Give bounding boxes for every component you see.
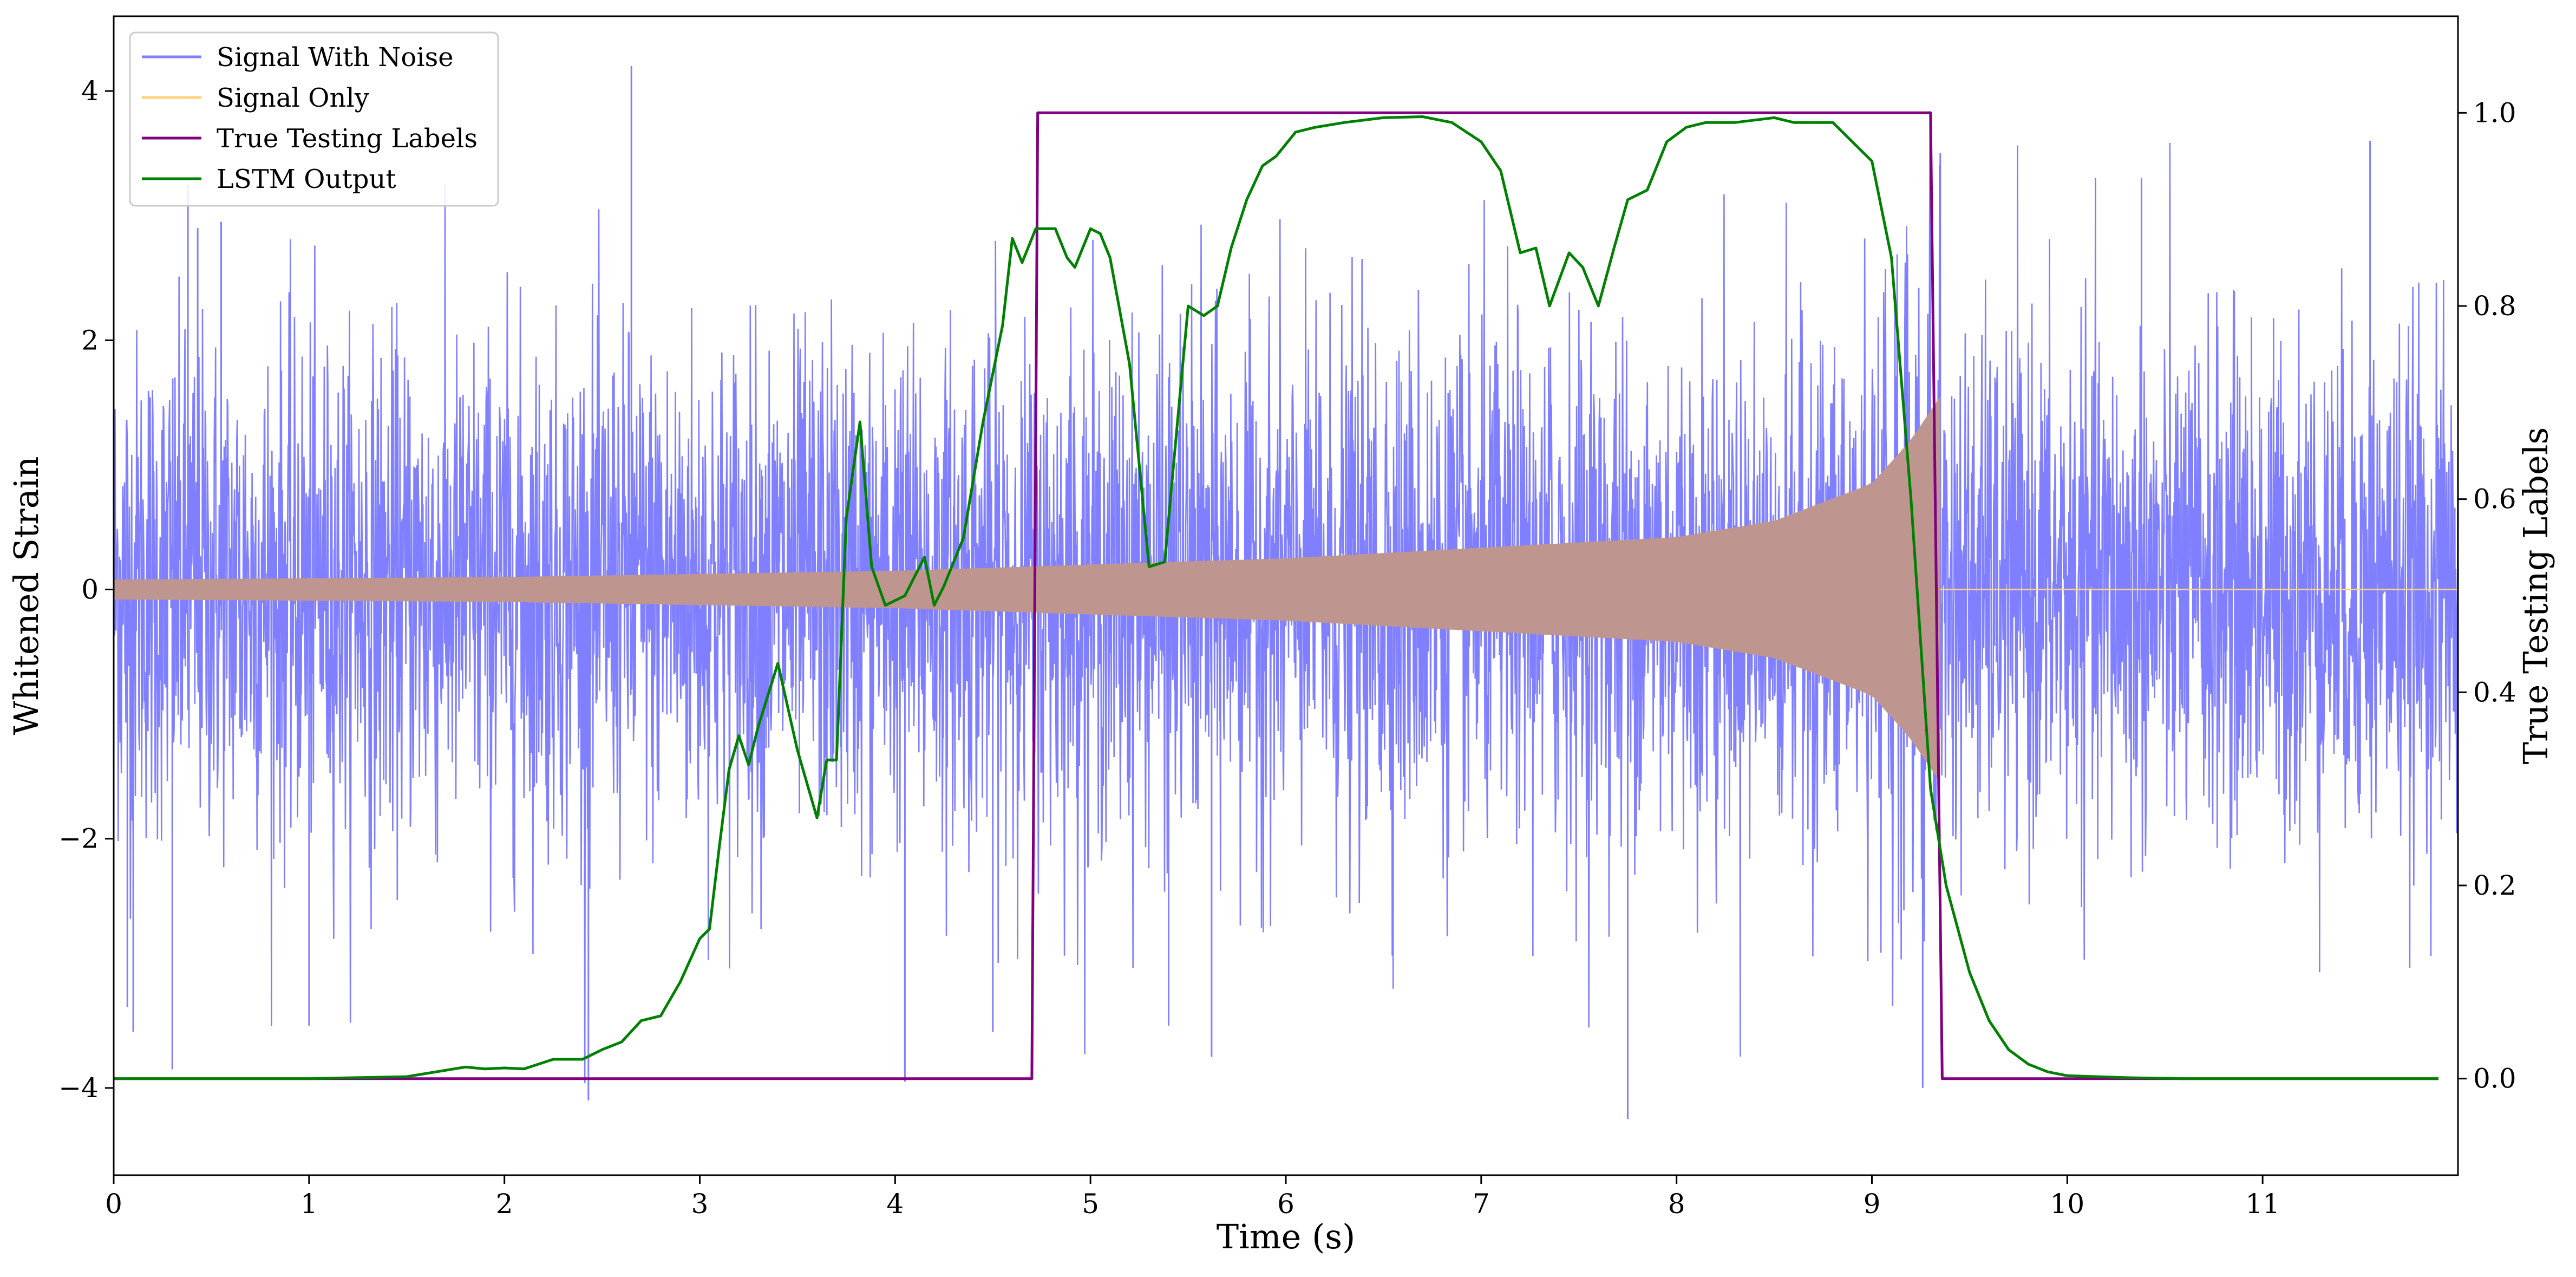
y2-tick-label: 0.6 [2473, 484, 2516, 515]
x-axis-label: Time (s) [1217, 1217, 1356, 1256]
true-testing-labels-line [114, 111, 2438, 1080]
x-tick-label: 9 [1864, 1188, 1881, 1220]
x-tick-label: 10 [2050, 1188, 2085, 1220]
x-tick-label: 0 [105, 1188, 122, 1220]
y2-tick-label: 0.0 [2473, 1063, 2516, 1094]
signal-only-envelope [114, 396, 1940, 783]
legend-label: True Testing Labels [217, 123, 478, 154]
y-axis-label: Whitened Strain [6, 457, 46, 735]
axes-layer: 0 1 2 3 4 5 6 7 8 9 10 11 −4 −2 0 2 4 0.0 0.2 0.4 0.6 0.8 1.0 [58, 75, 2516, 1220]
x-tick-label: 7 [1473, 1188, 1490, 1220]
legend-label: LSTM Output [217, 164, 396, 194]
y2-axis-label: True Testing Labels [2516, 427, 2555, 765]
y-tick-label: 2 [81, 324, 99, 356]
x-tick-label: 5 [1082, 1188, 1099, 1220]
x-tick-label: 6 [1277, 1188, 1294, 1220]
legend-label: Signal With Noise [217, 42, 454, 73]
x-tick-label: 8 [1668, 1188, 1685, 1220]
legend-label: Signal Only [217, 83, 369, 113]
x-tick-label: 1 [300, 1188, 318, 1220]
legend: Signal With Noise Signal Only True Testing… [129, 31, 499, 207]
x-tick-label: 2 [496, 1188, 513, 1220]
signal-only-layer [114, 396, 2458, 783]
y-tick-label: −2 [58, 823, 99, 855]
series-lines-layer [114, 111, 2438, 1080]
lstm-output-line [114, 115, 2438, 1080]
y2-tick-label: 1.0 [2473, 97, 2516, 128]
y2-tick-label: 0.4 [2473, 676, 2516, 708]
signal-with-noise-layer [114, 66, 2458, 1119]
x-tick-label: 11 [2245, 1188, 2280, 1220]
signal-with-noise-line [114, 111, 2458, 1083]
x-tick-label: 4 [886, 1188, 904, 1220]
legend-box [129, 31, 499, 207]
y2-tick-label: 0.2 [2473, 870, 2516, 901]
y2-tick-label: 0.8 [2473, 290, 2516, 322]
y-tick-label: 4 [81, 75, 99, 107]
y-tick-label: −4 [58, 1072, 99, 1104]
x-tick-label: 3 [691, 1188, 709, 1220]
y-tick-label: 0 [81, 574, 99, 605]
